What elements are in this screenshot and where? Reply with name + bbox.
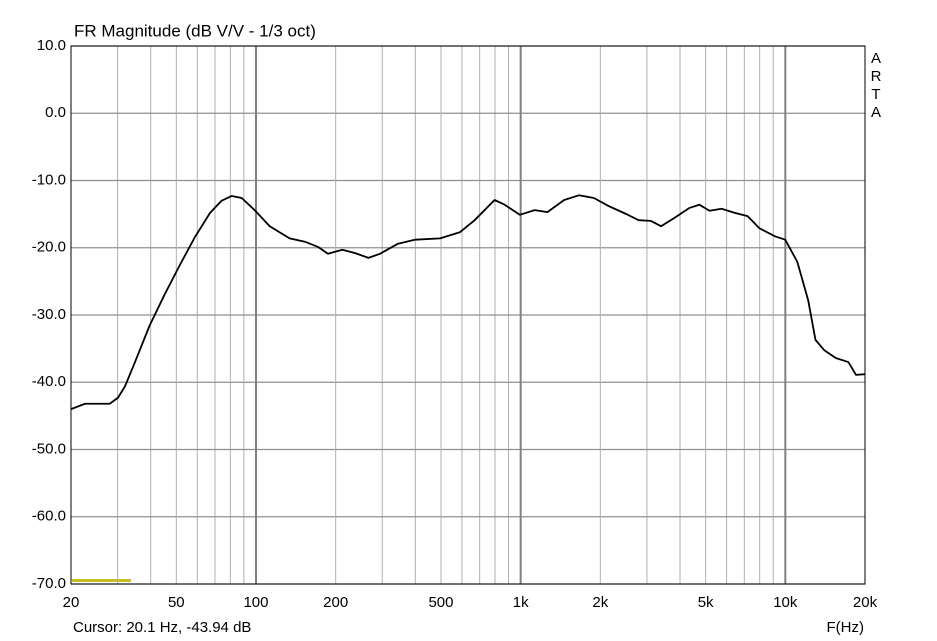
x-tick-label: 2k <box>592 594 608 611</box>
x-tick-label: 20 <box>63 594 80 611</box>
y-tick-label: 0.0 <box>45 104 66 121</box>
plot-frame <box>70 45 866 585</box>
y-tick-label: -60.0 <box>32 508 66 525</box>
x-tick-label: 500 <box>428 594 453 611</box>
cursor-readout: Cursor: 20.1 Hz, -43.94 dB <box>73 619 251 636</box>
y-tick-label: -20.0 <box>32 239 66 256</box>
y-tick-label: -70.0 <box>32 575 66 592</box>
x-tick-label: 1k <box>513 594 529 611</box>
y-tick-label: -40.0 <box>32 373 66 390</box>
chart-title: FR Magnitude (dB V/V - 1/3 oct) <box>74 21 316 40</box>
x-tick-label: 10k <box>773 594 798 611</box>
watermark: ARTA <box>868 50 885 122</box>
fr-curve <box>70 194 866 410</box>
y-tick-label: -50.0 <box>32 440 66 457</box>
x-tick-label: 100 <box>243 594 268 611</box>
y-tick-label: -10.0 <box>32 171 66 188</box>
y-tick-label: 10.0 <box>37 37 66 54</box>
x-tick-label: 5k <box>698 594 714 611</box>
y-tick-label: -30.0 <box>32 306 66 323</box>
x-tick-label: 20k <box>853 594 878 611</box>
x-tick-label: 50 <box>168 594 185 611</box>
x-tick-label: 200 <box>323 594 348 611</box>
x-axis-label: F(Hz) <box>827 619 865 636</box>
